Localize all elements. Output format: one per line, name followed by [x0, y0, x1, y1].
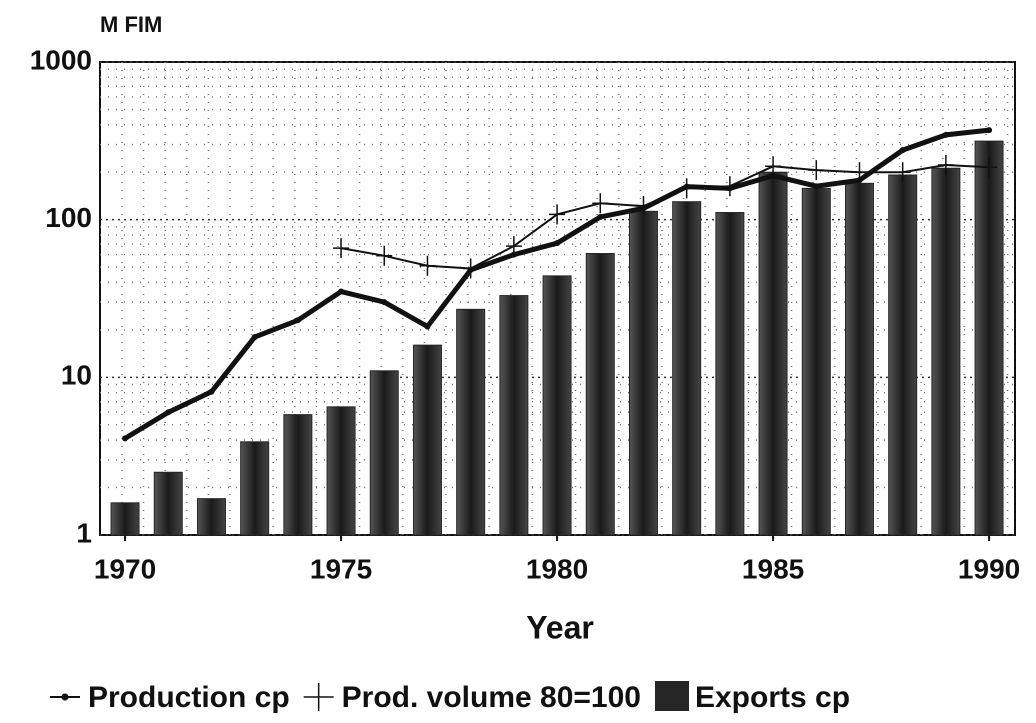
legend-swatch	[303, 683, 334, 711]
marker	[505, 236, 522, 257]
bar	[110, 502, 140, 536]
marker	[899, 147, 906, 154]
bar	[153, 471, 183, 536]
y-axis-label: M FIM	[100, 12, 162, 37]
marker	[376, 245, 393, 266]
bar	[412, 344, 442, 536]
bar	[283, 414, 313, 536]
marker	[721, 176, 738, 197]
legend-swatch	[61, 693, 69, 701]
bar	[585, 253, 615, 536]
marker	[981, 157, 998, 178]
bar	[672, 201, 702, 536]
marker	[813, 183, 820, 190]
y-tick-label: 1	[76, 517, 92, 548]
bar	[801, 187, 831, 536]
marker	[333, 238, 350, 259]
legend-label: Production cp	[88, 681, 290, 714]
legend-label: Exports cp	[695, 681, 850, 714]
x-tick-label: 1980	[526, 553, 588, 584]
line	[340, 164, 990, 270]
y-tick-label: 1000	[30, 44, 92, 75]
x-tick-label: 1990	[958, 553, 1020, 584]
marker	[251, 334, 258, 341]
bar	[888, 174, 918, 536]
bar	[931, 167, 961, 536]
marker	[808, 160, 825, 181]
bar	[326, 406, 356, 536]
y-tick-label: 100	[45, 202, 92, 233]
marker	[851, 162, 868, 183]
marker	[122, 435, 129, 442]
bar	[844, 182, 874, 536]
x-tick-label: 1985	[742, 553, 804, 584]
marker	[165, 409, 172, 416]
marker	[338, 288, 345, 295]
bar	[974, 140, 1004, 536]
marker	[208, 388, 215, 395]
bar	[456, 308, 486, 536]
bar	[758, 171, 788, 536]
y-tick-label: 10	[61, 360, 92, 391]
marker	[549, 204, 566, 225]
bar	[369, 370, 399, 536]
x-tick-label: 1970	[94, 553, 156, 584]
marker	[462, 258, 479, 279]
marker	[986, 127, 993, 134]
bar	[196, 498, 226, 536]
marker	[894, 162, 911, 183]
bar	[715, 212, 745, 536]
bar	[628, 210, 658, 536]
bar	[499, 295, 529, 536]
marker	[554, 240, 561, 247]
marker	[678, 178, 695, 199]
marker	[592, 193, 609, 214]
marker	[937, 155, 954, 176]
marker	[635, 196, 652, 217]
marker	[381, 299, 388, 306]
bar	[240, 441, 270, 536]
x-axis-label: Year	[526, 609, 594, 645]
legend-label: Prod. volume 80=100	[342, 681, 641, 714]
bar	[542, 275, 572, 536]
legend-swatch	[654, 681, 689, 711]
x-tick-label: 1975	[310, 553, 372, 584]
marker	[942, 131, 949, 138]
marker	[765, 156, 782, 177]
marker	[419, 255, 436, 276]
marker	[294, 317, 301, 324]
marker	[424, 323, 431, 330]
marker	[597, 213, 604, 220]
